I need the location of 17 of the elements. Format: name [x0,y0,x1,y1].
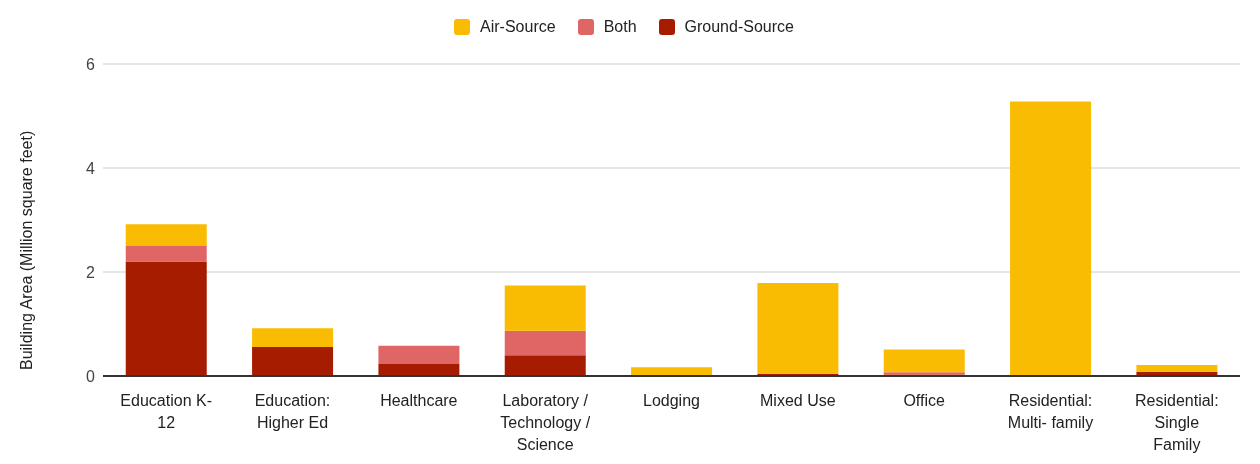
x-tick-label: Residential: Multi- family [1007,392,1094,431]
x-tick-label: Education: Higher Ed [254,392,331,431]
x-tick-label: Education K-12 [120,392,212,431]
x-tick-label: Healthcare [380,392,458,409]
y-tick-label: 4 [86,159,96,177]
x-tick-label: Residential: Single Family [1135,392,1219,453]
x-tick-label: Office [903,392,946,409]
y-axis-title: Building Area (Million square feet) [17,130,35,370]
legend-label: Air-Source [480,18,556,36]
x-tick-label: Laboratory / Technology / Science [500,392,591,453]
legend-label: Both [603,18,637,36]
x-tick-label: Lodging [643,392,700,409]
y-tick-label: 2 [86,263,96,281]
y-tick-label: 6 [86,55,96,73]
legend-label: Ground-Source [684,18,794,36]
y-tick-label: 0 [86,367,96,385]
x-tick-label: Mixed Use [760,392,836,409]
